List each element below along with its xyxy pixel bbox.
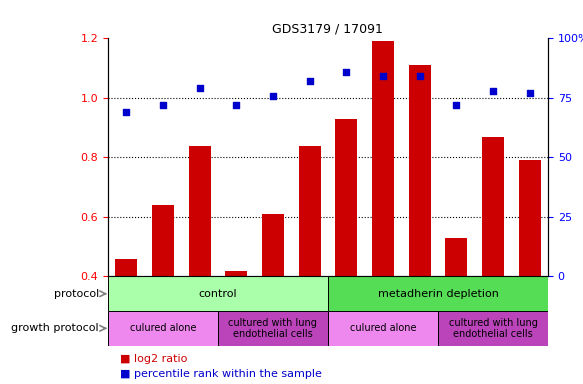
- Bar: [335, 119, 357, 384]
- Bar: [218, 311, 328, 346]
- Text: cultured with lung
endothelial cells: cultured with lung endothelial cells: [229, 318, 317, 339]
- Point: [489, 88, 498, 94]
- Point: [452, 102, 461, 108]
- Point: [378, 73, 388, 79]
- Bar: [482, 137, 504, 384]
- Point: [525, 90, 535, 96]
- Point: [195, 85, 204, 91]
- Bar: [108, 311, 218, 346]
- Text: culured alone: culured alone: [350, 323, 416, 333]
- Bar: [262, 214, 284, 384]
- Bar: [225, 270, 247, 384]
- Bar: [115, 259, 137, 384]
- Bar: [328, 311, 438, 346]
- Point: [121, 109, 131, 115]
- Text: protocol: protocol: [54, 289, 99, 299]
- Bar: [298, 146, 321, 384]
- Bar: [188, 146, 210, 384]
- Text: cultured with lung
endothelial cells: cultured with lung endothelial cells: [448, 318, 538, 339]
- Bar: [152, 205, 174, 384]
- Bar: [445, 238, 468, 384]
- Title: GDS3179 / 17091: GDS3179 / 17091: [272, 23, 384, 36]
- Point: [305, 78, 314, 84]
- Text: control: control: [199, 289, 237, 299]
- Text: growth protocol: growth protocol: [12, 323, 99, 333]
- Point: [415, 73, 424, 79]
- Point: [158, 102, 167, 108]
- Text: ■ log2 ratio: ■ log2 ratio: [120, 354, 187, 364]
- Bar: [438, 311, 548, 346]
- Text: metadherin depletion: metadherin depletion: [378, 289, 498, 299]
- Point: [268, 93, 278, 99]
- Point: [231, 102, 241, 108]
- Text: ■ percentile rank within the sample: ■ percentile rank within the sample: [120, 369, 321, 379]
- Bar: [409, 65, 431, 384]
- Bar: [108, 276, 328, 311]
- Bar: [519, 161, 540, 384]
- Text: culured alone: culured alone: [129, 323, 196, 333]
- Bar: [328, 276, 548, 311]
- Bar: [372, 41, 394, 384]
- Point: [342, 69, 351, 75]
